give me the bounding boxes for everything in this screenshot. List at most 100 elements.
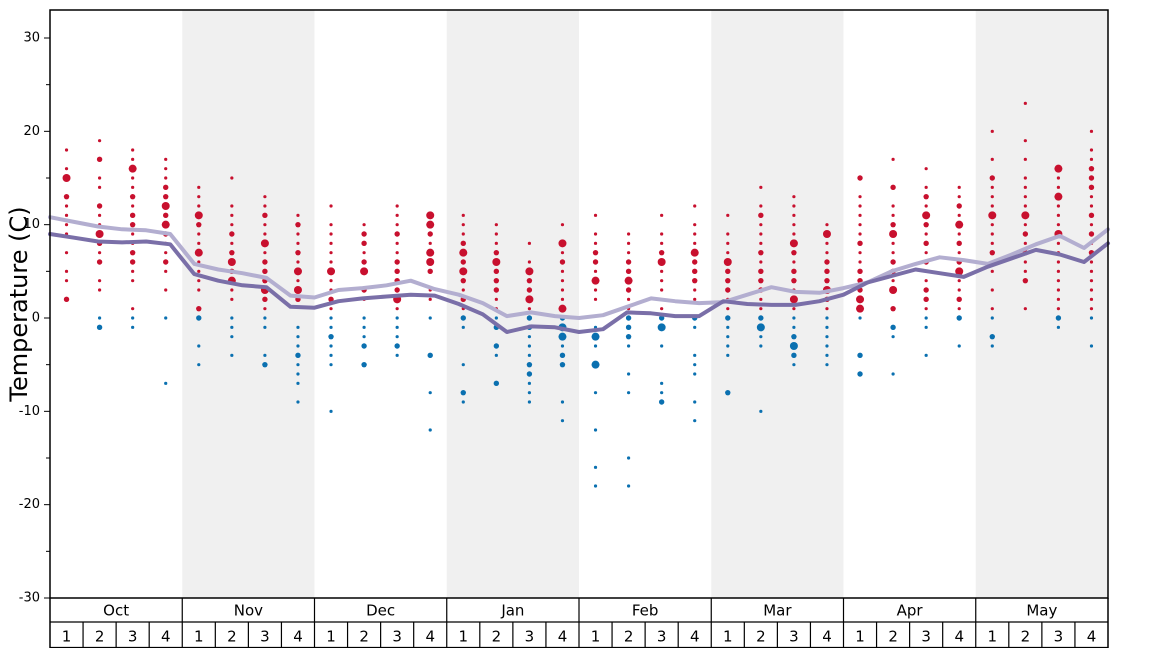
cold-temperature-dot (558, 332, 567, 341)
week-label: 1 (591, 628, 601, 646)
warm-temperature-dot (923, 287, 929, 293)
warm-temperature-dot (197, 195, 201, 199)
warm-temperature-dot (923, 221, 929, 228)
cold-temperature-dot (593, 465, 598, 469)
cold-temperature-dot (526, 361, 533, 368)
cold-temperature-dot (164, 316, 168, 320)
warm-temperature-dot (891, 213, 895, 217)
y-tick-label: 0 (32, 311, 40, 326)
warm-temperature-dot (428, 241, 432, 245)
week-label: 1 (988, 628, 998, 646)
cold-temperature-dot (329, 363, 333, 367)
cold-temperature-dot (296, 325, 300, 329)
warm-temperature-dot (1088, 175, 1095, 181)
warm-temperature-dot (1023, 269, 1027, 273)
warm-temperature-dot (1023, 157, 1027, 161)
warm-temperature-dot (1023, 101, 1027, 105)
warm-temperature-dot (858, 251, 862, 255)
cold-temperature-dot (825, 353, 829, 357)
warm-temperature-dot (459, 267, 468, 276)
cold-temperature-dot (230, 316, 234, 320)
cold-temperature-dot (726, 335, 730, 339)
cold-temperature-dot (395, 335, 399, 339)
warm-temperature-dot (197, 279, 201, 283)
warm-temperature-dot (63, 296, 70, 303)
cold-temperature-dot (693, 400, 697, 404)
warm-temperature-dot (263, 232, 267, 236)
warm-temperature-dot (593, 232, 598, 236)
cold-temperature-dot (560, 344, 565, 348)
warm-temperature-dot (1056, 307, 1061, 311)
warm-temperature-dot (558, 239, 567, 248)
warm-temperature-dot (63, 193, 70, 200)
warm-temperature-dot (891, 251, 895, 255)
warm-temperature-dot (296, 232, 300, 236)
cold-temperature-dot (395, 325, 399, 329)
warm-temperature-dot (890, 305, 896, 312)
warm-temperature-dot (131, 185, 135, 189)
cold-temperature-dot (825, 344, 829, 348)
cold-temperature-dot (593, 484, 598, 488)
cold-temperature-dot (956, 315, 962, 321)
week-label: 4 (425, 628, 435, 646)
cold-temperature-dot (361, 343, 367, 349)
warm-temperature-dot (97, 288, 102, 292)
warm-temperature-dot (227, 258, 236, 266)
warm-temperature-dot (361, 231, 367, 237)
cold-temperature-dot (759, 409, 763, 413)
warm-temperature-dot (758, 249, 764, 256)
warm-temperature-dot (164, 176, 168, 180)
y-tick-label: -30 (19, 591, 40, 606)
warm-temperature-dot (559, 259, 566, 265)
warm-temperature-dot (1088, 231, 1095, 237)
y-tick-label: 30 (23, 31, 40, 46)
cold-temperature-dot (329, 325, 333, 329)
warm-temperature-dot (625, 268, 632, 275)
warm-temperature-dot (1054, 192, 1063, 201)
week-label: 2 (492, 628, 502, 646)
warm-temperature-dot (990, 288, 994, 292)
cold-temperature-dot (131, 316, 135, 320)
warm-temperature-dot (230, 176, 234, 180)
cold-temperature-dot (625, 315, 632, 321)
cold-temperature-dot (526, 315, 533, 321)
cold-temperature-dot (296, 363, 300, 367)
warm-temperature-dot (725, 287, 731, 293)
upper-temperature-line (48, 215, 1110, 320)
warm-temperature-dot (990, 185, 994, 189)
cold-temperature-dot (789, 342, 798, 350)
warm-temperature-dot (1089, 129, 1094, 133)
warm-temperature-dot (692, 277, 698, 284)
warm-temperature-dot (493, 268, 500, 275)
cold-temperature-dot (461, 400, 465, 404)
cold-temperature-dot (1089, 344, 1094, 348)
cold-temperature-dot (626, 484, 631, 488)
warm-temperature-dot (230, 297, 234, 301)
cold-temperature-dot (296, 400, 300, 404)
warm-temperature-dot (693, 241, 697, 245)
warm-temperature-dot (923, 240, 929, 247)
warm-temperature-dot (692, 268, 698, 275)
warm-temperature-dot (163, 193, 169, 200)
cold-temperature-dot (230, 335, 234, 339)
warm-temperature-dot (428, 297, 432, 301)
warm-temperature-dot (128, 164, 137, 173)
warm-temperature-dot (626, 241, 631, 245)
cold-temperature-dot (989, 333, 995, 340)
warm-temperature-dot (792, 223, 796, 227)
cold-temperature-dot (262, 361, 268, 368)
cold-temperature-dot (560, 400, 565, 404)
warm-temperature-dot (64, 167, 69, 171)
warm-temperature-dot (296, 260, 300, 264)
warm-temperature-dot (64, 279, 69, 283)
warm-temperature-dot (131, 269, 135, 273)
cold-temperature-dot (825, 316, 829, 320)
warm-temperature-dot (131, 157, 135, 161)
warm-temperature-dot (64, 213, 69, 217)
warm-temperature-dot (494, 232, 498, 236)
warm-temperature-dot (362, 223, 366, 227)
warm-temperature-dot (95, 230, 104, 238)
cold-temperature-dot (329, 316, 333, 320)
warm-temperature-dot (1089, 297, 1094, 301)
